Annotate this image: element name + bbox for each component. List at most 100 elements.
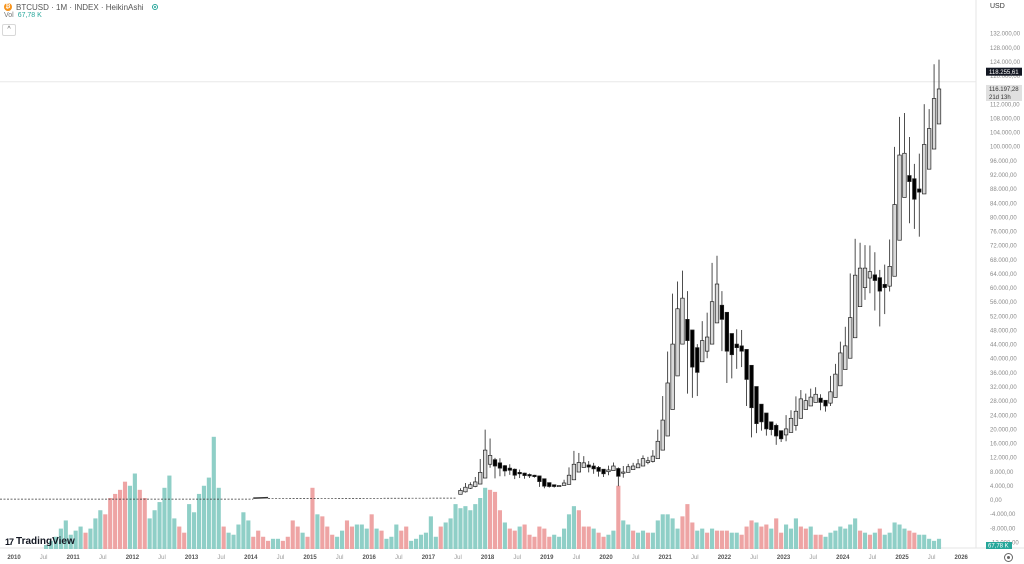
volume-bar — [887, 532, 892, 549]
volume-bar — [754, 522, 759, 549]
collapse-legend-button[interactable]: ^ — [2, 24, 16, 36]
y-tick-label: 100.000,00 — [990, 145, 1021, 151]
volume-bar — [576, 510, 581, 549]
currency-selector[interactable]: USD — [990, 3, 1005, 10]
x-tick-label: Jul — [158, 555, 166, 561]
volume-bar — [206, 477, 211, 549]
x-tick-label: Jul — [336, 555, 344, 561]
volume-bar — [162, 487, 167, 549]
symbol-header[interactable]: ₿ BTCUSD · 1M · INDEX · HeikinAshi — [4, 1, 158, 13]
candle-body — [527, 474, 532, 477]
candle-body — [793, 410, 799, 426]
candle-body — [887, 266, 892, 287]
candle-body — [739, 345, 744, 352]
volume-bar — [759, 526, 764, 549]
volume-bar — [310, 487, 315, 549]
volume-bar — [423, 532, 428, 549]
candle-body — [783, 428, 789, 436]
tradingview-logo[interactable]: 17 TradingView — [5, 536, 75, 547]
volume-bar — [902, 528, 907, 549]
volume-bar — [537, 526, 542, 549]
price-label-text: 21d 13h — [989, 95, 1011, 101]
candle-body — [680, 297, 685, 345]
y-tick-label: 128.000,00 — [990, 46, 1021, 52]
x-tick-label: 2023 — [777, 555, 791, 561]
volume-bar — [73, 530, 78, 549]
candle-body — [912, 178, 917, 200]
volume-bar — [147, 518, 152, 549]
volume-bar — [734, 532, 739, 549]
volume-bar — [626, 524, 631, 549]
candle-body — [675, 308, 680, 377]
volume-bar — [586, 526, 591, 549]
volume-bar — [246, 520, 251, 549]
volume-bar — [749, 520, 754, 549]
y-tick-label: 56.000,00 — [990, 300, 1017, 306]
volume-bar — [843, 528, 848, 549]
x-tick-label: 2011 — [67, 555, 81, 561]
candle-body — [754, 386, 759, 424]
volume-bar — [384, 538, 389, 549]
volume-bar — [53, 536, 58, 549]
candle-body — [586, 464, 591, 468]
volume-legend[interactable]: Vol 67,78 K — [4, 12, 42, 19]
candle-body — [779, 430, 784, 440]
volume-bar — [142, 498, 147, 549]
volume-bar — [44, 544, 49, 549]
volume-bar — [236, 524, 241, 549]
candle-body — [542, 478, 547, 487]
volume-bar — [266, 540, 271, 549]
x-tick-label: Jul — [632, 555, 640, 561]
volume-bar — [453, 504, 458, 549]
y-tick-label: -8.000,00 — [990, 526, 1016, 532]
tradingview-logo-mark: 17 — [5, 536, 14, 547]
y-tick-label: 40.000,00 — [990, 357, 1017, 363]
symbol-line[interactable]: BTCUSD · 1M · INDEX · HeikinAshi — [16, 2, 144, 12]
candle-body — [660, 419, 665, 451]
volume-bar — [917, 534, 922, 549]
volume-bar — [670, 518, 675, 549]
volume-bar — [354, 524, 359, 549]
y-tick-label: 88.000,00 — [990, 187, 1017, 193]
x-tick-label: 2018 — [481, 555, 495, 561]
volume-bar — [710, 528, 715, 549]
candle-body — [853, 274, 858, 339]
candle-body — [838, 352, 843, 387]
volume-bar — [305, 536, 310, 549]
volume-bar — [468, 510, 473, 549]
candle-body — [892, 204, 897, 277]
volume-bar — [325, 526, 330, 549]
volume-bar — [152, 510, 157, 549]
price-label-box — [986, 92, 1022, 101]
volume-legend-label: Vol — [4, 12, 14, 19]
x-tick-label: 2026 — [955, 555, 969, 561]
volume-bar — [483, 487, 488, 549]
volume-label-text: 67,78 K — [988, 544, 1009, 550]
volume-bar — [522, 524, 527, 549]
y-tick-label: -4.000,00 — [990, 512, 1016, 518]
volume-bar — [532, 536, 537, 549]
volume-bar — [231, 534, 236, 549]
volume-bar — [48, 540, 54, 549]
price-label-box — [986, 67, 1022, 76]
volume-bar — [83, 532, 88, 549]
candle-body — [823, 399, 828, 407]
candle-body — [690, 329, 695, 368]
candle-body — [463, 486, 468, 493]
candle-body — [478, 472, 483, 485]
candle-body — [655, 440, 660, 459]
candle-body — [788, 417, 794, 433]
volume-bar — [58, 528, 63, 549]
price-label-text: 118.255,61 — [989, 70, 1019, 76]
x-tick-label: Jul — [809, 555, 817, 561]
x-tick-label: Jul — [750, 555, 758, 561]
settings-gear-icon[interactable] — [1004, 553, 1013, 562]
volume-label-box — [986, 542, 1012, 549]
volume-bar — [458, 508, 463, 549]
y-tick-label: 68.000,00 — [990, 258, 1017, 264]
candle-body — [843, 345, 848, 370]
volume-bar — [438, 526, 443, 549]
volume-bar — [340, 530, 345, 549]
volume-bar — [788, 528, 794, 549]
